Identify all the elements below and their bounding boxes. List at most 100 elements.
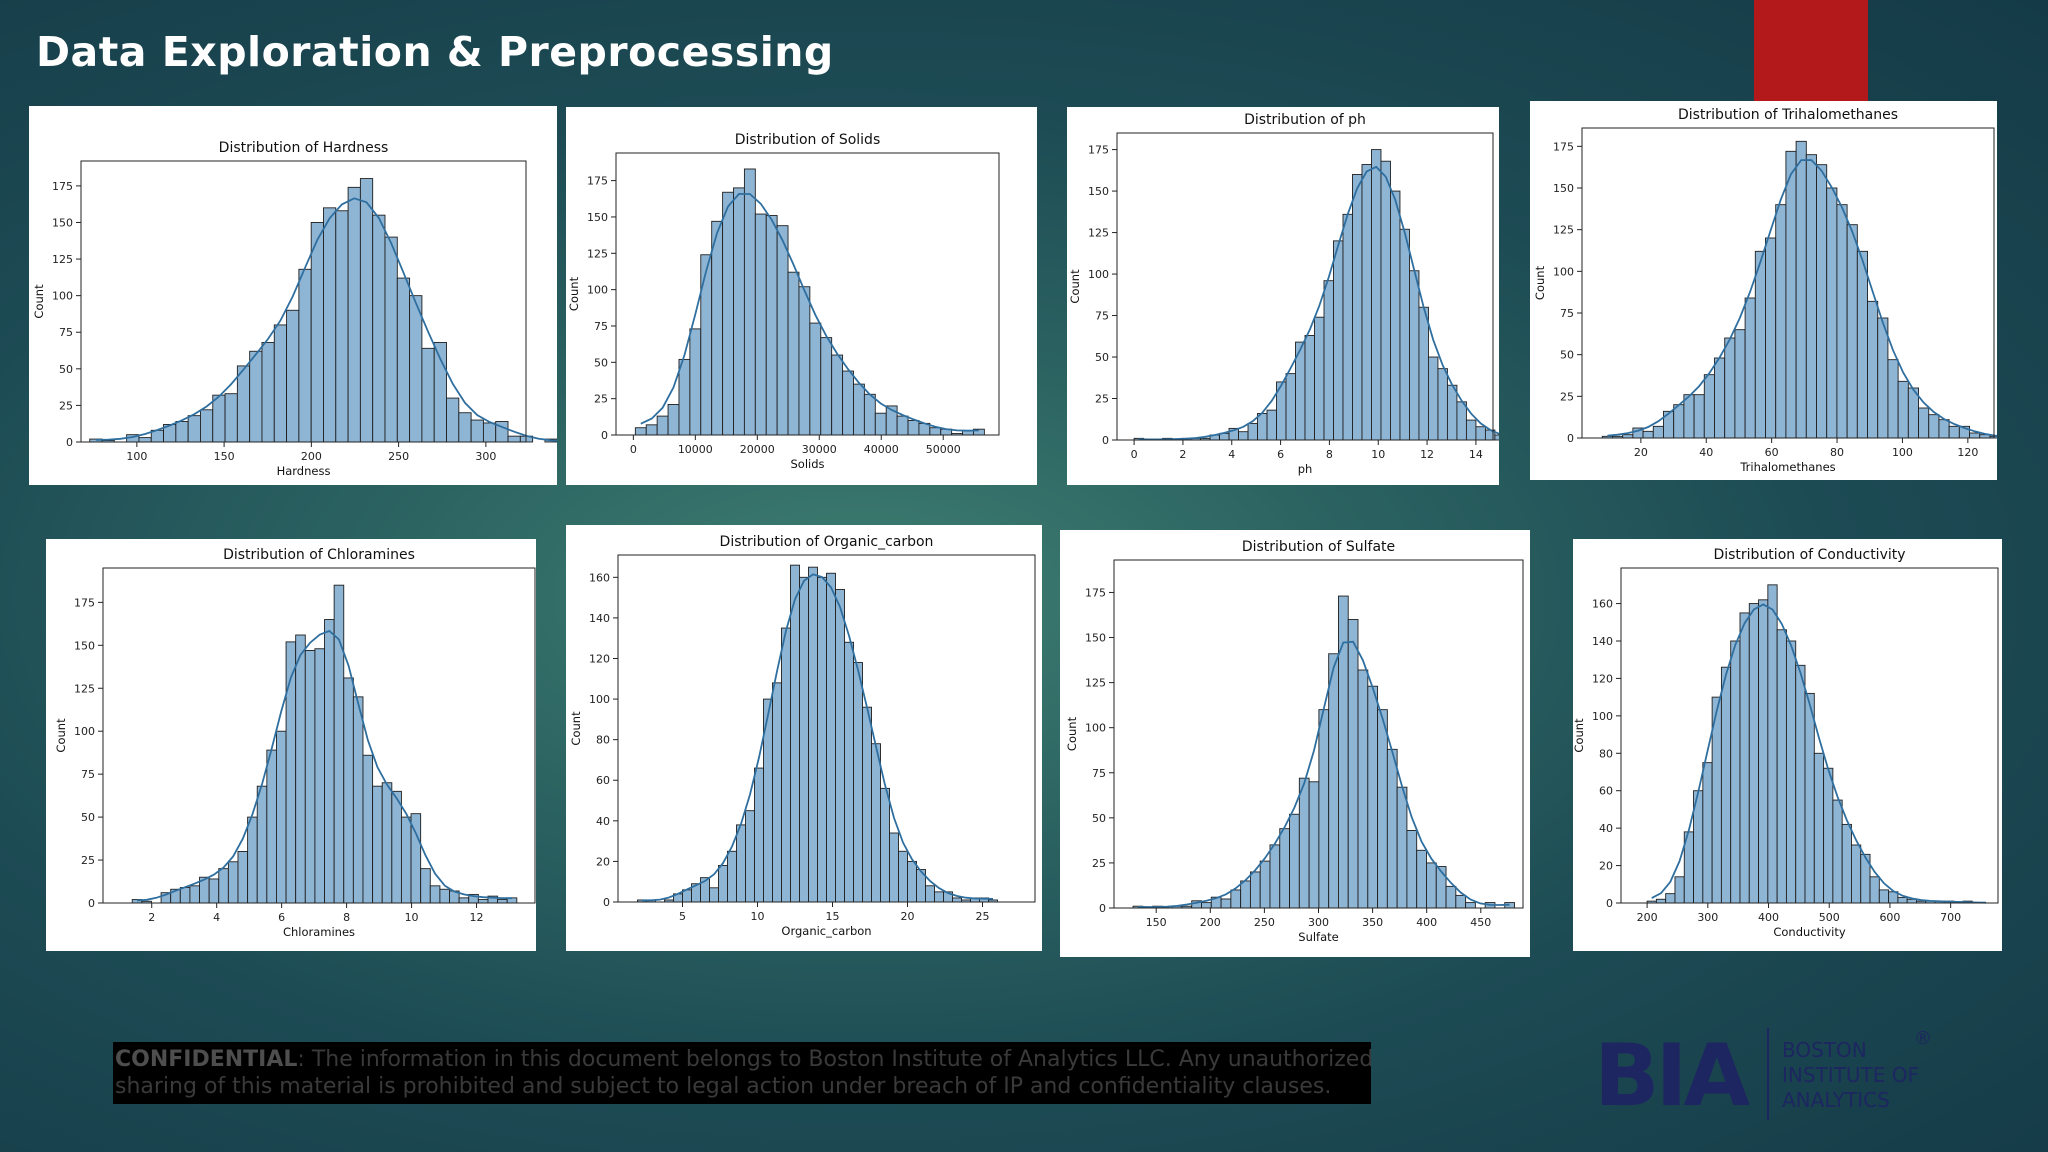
histogram-bar (1367, 685, 1379, 909)
histogram-bar (1851, 844, 1862, 904)
histogram-bar (700, 254, 713, 436)
histogram-sulfate: 150 200 250 300 350 400 450 0 25 50 75 100 125 150 175… (1065, 539, 1524, 944)
histogram-bar (1333, 240, 1344, 441)
histogram-bar (421, 347, 435, 443)
x-tick-label: 0 (1131, 448, 1138, 461)
histogram-bar (261, 342, 275, 443)
kde-curve (642, 573, 994, 902)
y-tick-label: 75 (1560, 307, 1574, 320)
histogram-bar (310, 222, 324, 443)
histogram-bar (208, 878, 220, 904)
y-tick-label: 25 (59, 399, 73, 412)
histogram-bar (820, 337, 833, 436)
histogram-bar (409, 295, 423, 443)
histogram-bar (1765, 237, 1777, 439)
histogram-bar (1969, 432, 1981, 439)
x-tick-label: 25 (976, 910, 990, 923)
histogram-bar (1455, 894, 1467, 909)
histogram-bar (1259, 860, 1271, 909)
y-tick-label: 80 (596, 734, 610, 747)
y-tick-label: 25 (1560, 390, 1574, 403)
histogram-bar (1304, 334, 1315, 441)
x-tick-label: 40 (1699, 446, 1713, 459)
histogram-bar (1446, 384, 1458, 441)
histogram-bar (863, 393, 876, 436)
histogram-bar (295, 634, 306, 904)
x-tick-label: 200 (301, 450, 322, 463)
histogram-bar (1308, 781, 1320, 909)
histogram-bar (634, 427, 647, 436)
histogram-bar (781, 627, 791, 903)
histogram-bar (709, 887, 719, 903)
histogram-bar (776, 225, 789, 436)
y-tick-label: 80 (1599, 747, 1613, 760)
histogram-bar (1342, 213, 1353, 441)
histogram-bar (256, 785, 268, 904)
x-tick-label: 10 (751, 910, 765, 923)
x-tick-label: 6 (278, 911, 285, 924)
bars (1133, 149, 1499, 441)
y-tick-label: 50 (1092, 812, 1106, 825)
histogram-bar (952, 897, 962, 903)
histogram-bar (175, 421, 189, 443)
histogram-bar (898, 850, 908, 903)
histogram-bar (1406, 830, 1418, 909)
chart-panel-chloramines: 2 4 6 8 10 12 0 25 50 75 100 125 150 175 Distribution … (46, 539, 536, 951)
histogram-bar (1867, 300, 1879, 439)
histogram-bar (1269, 844, 1281, 909)
histogram-bar (1767, 584, 1778, 904)
histogram-bar (1380, 160, 1391, 441)
histogram-bar (1352, 174, 1363, 441)
x-tick-label: 40000 (864, 443, 899, 456)
histogram-bar (1298, 777, 1310, 909)
logo-divider (1767, 1028, 1769, 1120)
plot-frame (1620, 567, 1999, 904)
histogram-bar (497, 899, 508, 904)
x-tick-label: 300 (475, 450, 496, 463)
histogram-bar (482, 422, 497, 443)
y-tick-label: 0 (66, 436, 73, 449)
confidential-line-1: CONFIDENTIAL: The information in this do… (115, 1046, 1371, 1073)
y-tick-label: 0 (1606, 897, 1613, 910)
histogram-bar (842, 370, 854, 436)
histogram-bar (754, 767, 764, 903)
histogram-bar (889, 832, 899, 903)
y-tick-label: 20 (596, 855, 610, 868)
y-tick-label: 125 (1553, 224, 1574, 237)
y-tick-label: 125 (52, 253, 73, 266)
histogram-bar (1396, 786, 1408, 909)
histogram-bar (799, 576, 809, 903)
histogram-bar (907, 420, 920, 436)
histogram-bar (1318, 709, 1330, 909)
histogram-solids: 0 10000 20000 30000 40000 50000 0 25 50 75 100 125 1… (567, 132, 1000, 471)
y-tick-label: 175 (1085, 586, 1106, 599)
x-tick-label: 0 (630, 443, 637, 456)
histogram-bar (1445, 885, 1457, 909)
histogram-bar (1409, 270, 1420, 441)
histogram-bar (1390, 190, 1401, 441)
histogram-bar (1795, 140, 1807, 439)
x-tick-label: 120 (1957, 446, 1978, 459)
histogram-bar (1776, 629, 1787, 904)
histogram-bar (1928, 414, 1940, 439)
x-tick-label: 500 (1819, 911, 1840, 924)
y-tick-label: 0 (1099, 902, 1106, 915)
y-tick-label: 175 (1553, 140, 1574, 153)
histogram-bar (1856, 250, 1868, 439)
registered-mark: ® (1914, 1028, 1932, 1049)
histogram-bar (1826, 187, 1838, 439)
y-tick-label: 25 (1095, 393, 1109, 406)
histogram-bar (372, 214, 386, 443)
x-tick-label: 300 (1308, 916, 1329, 929)
y-tick-label: 50 (59, 363, 73, 376)
y-tick-label: 100 (589, 693, 610, 706)
x-tick-label: 700 (1940, 911, 1961, 924)
y-tick-label: 50 (81, 811, 95, 824)
histogram-bar (722, 191, 734, 436)
histogram-organic-carbon: 5 10 15 20 25 0 20 40 60 80 100 120 140 160 Distributi… (569, 534, 1036, 938)
x-tick-label: 300 (1697, 911, 1718, 924)
x-tick-label: 250 (388, 450, 409, 463)
histogram-bar (765, 215, 778, 436)
x-tick-label: 350 (1362, 916, 1383, 929)
histogram-bar (1665, 893, 1676, 904)
